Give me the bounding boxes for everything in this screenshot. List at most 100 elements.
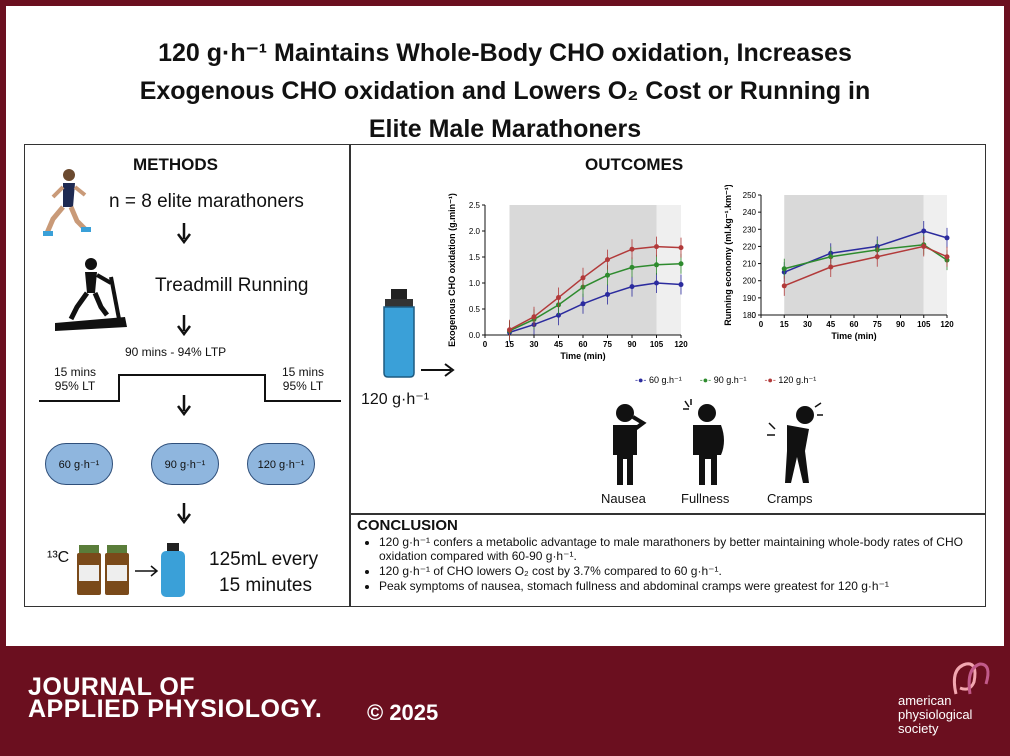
y-tick-label: 210	[743, 260, 757, 269]
legend-item-90: -●- 90 g.h⁻¹	[699, 375, 747, 385]
x-tick-label: 90	[896, 320, 905, 329]
x-tick-label: 30	[803, 320, 812, 329]
conclusion-header: CONCLUSION	[357, 517, 458, 534]
arrow-down-icon	[177, 503, 191, 525]
symptom-nausea-label: Nausea	[601, 491, 646, 506]
x-tick-label: 45	[554, 340, 563, 349]
sample-size-label: n = 8 elite marathoners	[109, 191, 304, 212]
y-tick-label: 240	[743, 208, 757, 217]
x-tick-label: 15	[780, 320, 789, 329]
title-line-3: Elite Male Marathoners	[368, 115, 642, 143]
data-point	[605, 291, 610, 297]
x-tick-label: 105	[650, 340, 664, 349]
data-point	[605, 257, 610, 263]
isotope-label: ¹³C	[47, 549, 70, 566]
journal-name-line-1: JOURNAL OF	[28, 673, 196, 701]
data-point	[654, 280, 659, 286]
protocol-step-diagram	[39, 374, 341, 402]
society-name: american physiological society	[898, 694, 972, 736]
y-tick-label: 1.0	[469, 279, 481, 288]
data-point	[654, 262, 659, 268]
x-tick-label: 90	[628, 340, 637, 349]
data-point	[944, 254, 950, 260]
data-point	[828, 264, 834, 270]
data-point	[781, 283, 787, 289]
y-axis-label: Running economy (ml.kg⁻¹.km⁻¹)	[723, 185, 733, 326]
data-point	[580, 275, 586, 281]
y-tick-label: 2.0	[469, 227, 481, 236]
data-point	[944, 235, 950, 241]
phase-right-label: 15 mins 95% LT	[271, 365, 335, 393]
data-point	[556, 295, 561, 301]
runner-icon	[43, 169, 91, 236]
data-point	[580, 301, 586, 307]
legend-item-120: -●- 120 g.h⁻¹	[764, 375, 817, 385]
methods-header: METHODS	[133, 155, 218, 174]
dosing-schedule: 125mL every 15 minutes	[209, 547, 318, 599]
society-name-line-1: american	[898, 693, 952, 708]
legend-item-60: -●- 60 g.h⁻¹	[635, 375, 682, 385]
x-tick-label: 105	[917, 320, 931, 329]
series-line	[509, 263, 682, 332]
society-logo-icon	[952, 662, 990, 695]
shaded-region	[784, 195, 924, 315]
data-point	[678, 245, 684, 251]
x-tick-label: 120	[674, 340, 688, 349]
outcomes-panel: OUTCOMES 120 g·h⁻¹ 0.0 0.5 1.0 1.5 2.0 2.5 0 15…	[350, 144, 986, 514]
dose-90-oval: 90 g·h⁻¹	[151, 443, 219, 485]
x-tick-label: 75	[603, 340, 612, 349]
phase-left-duration: 15 mins	[53, 365, 97, 379]
phase-right-duration: 15 mins	[281, 365, 325, 379]
x-tick-label: 15	[505, 340, 514, 349]
phase-left-label: 15 mins 95% LT	[43, 365, 107, 393]
methods-panel: METHODS n = 8 elite marathoners Treadmil…	[24, 144, 350, 607]
water-bottle-icon	[383, 289, 415, 378]
y-tick-label: 0	[752, 311, 757, 320]
symptom-fullness-label: Fullness	[681, 491, 730, 506]
shaded-region-end	[923, 195, 947, 315]
dosing-line-2: 15 minutes	[219, 575, 312, 596]
x-tick-label: 120	[940, 320, 954, 329]
conclusion-item: 120 g·h⁻¹ confers a metabolic advantage …	[379, 535, 991, 563]
nausea-person-icon	[613, 404, 647, 485]
data-point	[828, 254, 834, 260]
data-point	[654, 244, 659, 250]
y-tick-label: 0.0	[469, 331, 481, 340]
series-line	[509, 245, 682, 331]
y-tick-label: 220	[743, 242, 757, 251]
bottle-dose-label: 120 g·h⁻¹	[361, 391, 430, 408]
data-point	[678, 282, 684, 288]
data-point	[629, 284, 635, 290]
series-line	[509, 282, 682, 334]
title-line-1: 120 g·h⁻¹ Maintains Whole-Body CHO oxida…	[158, 39, 852, 67]
phase-middle-label: 90 mins - 94% LTP	[125, 345, 227, 359]
arrow-right-icon	[421, 363, 455, 377]
y-tick-label: 190	[743, 294, 757, 303]
x-tick-label: 0	[759, 320, 764, 329]
x-tick-label: 45	[826, 320, 835, 329]
dose-120-oval: 120 g·h⁻¹	[247, 443, 315, 485]
society-name-line-3: society	[898, 721, 939, 736]
data-point	[531, 314, 537, 320]
data-point	[629, 246, 635, 252]
cramps-person-icon	[767, 402, 823, 483]
y-tick-label: 2.5	[469, 201, 481, 210]
arrow-down-icon	[177, 223, 191, 245]
y-axis-label: Exogenous CHO oxidation (g.min⁻¹)	[447, 193, 457, 347]
data-point	[781, 266, 787, 272]
x-axis-label: Time (min)	[560, 351, 605, 361]
dose-60-oval: 60 g·h⁻¹	[45, 443, 113, 485]
arrow-down-icon	[177, 315, 191, 337]
data-point	[921, 228, 927, 234]
data-point	[507, 327, 512, 333]
data-point	[921, 243, 927, 249]
x-tick-label: 75	[873, 320, 882, 329]
society-name-line-2: physiological	[898, 707, 973, 722]
graphical-abstract: 120 g·h⁻¹ Maintains Whole-Body CHO oxida…	[6, 6, 1004, 646]
dosing-line-1: 125mL every	[209, 549, 319, 570]
page-title: 120 g·h⁻¹ Maintains Whole-Body CHO oxida…	[6, 34, 1004, 148]
outcomes-header: OUTCOMES	[585, 155, 684, 174]
tracer-jars-icon	[77, 543, 185, 597]
y-tick-label: 180	[743, 311, 757, 320]
